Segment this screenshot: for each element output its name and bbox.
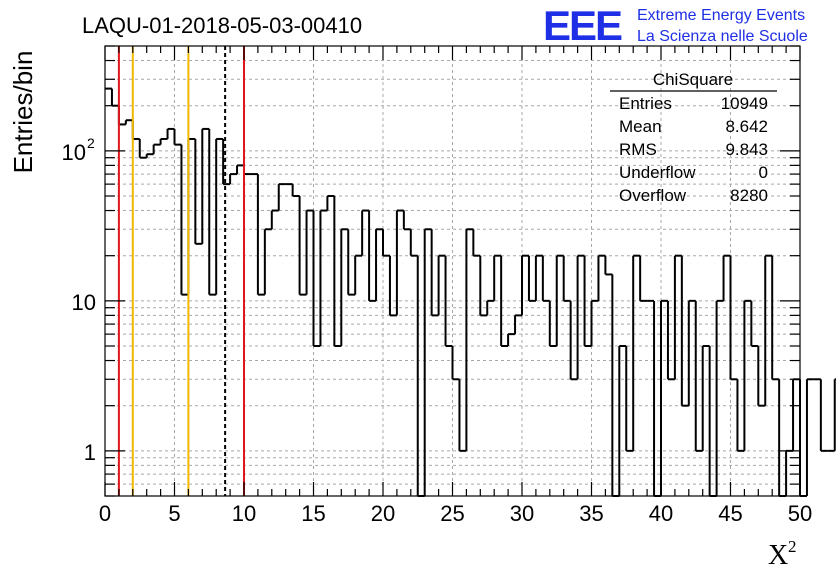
x-axis-label-superscript: 2 xyxy=(788,537,797,556)
x-tick-labels: 0 5 10 15 20 25 30 35 40 45 50 xyxy=(99,501,812,526)
x-tick-label-25: 25 xyxy=(440,501,464,526)
stats-label-overflow: Overflow xyxy=(619,186,687,205)
brand-line-1: Extreme Energy Events xyxy=(637,7,805,24)
grid-lines xyxy=(105,46,800,496)
threshold-lines xyxy=(117,46,245,496)
eee-logo: EEE xyxy=(543,2,622,49)
x-tick-label-15: 15 xyxy=(301,501,325,526)
x-tick-label-30: 30 xyxy=(510,501,534,526)
stats-value-mean: 8.642 xyxy=(725,117,768,136)
stats-box-title: ChiSquare xyxy=(653,70,733,89)
x-tick-label-50: 50 xyxy=(788,501,812,526)
y-tick-label-10: 10 xyxy=(72,290,96,315)
y-axis-label: Entries/bin xyxy=(8,51,38,174)
brand-line-2: La Scienza nelle Scuole xyxy=(637,28,808,45)
axis-ticks xyxy=(104,45,801,497)
x-tick-label-45: 45 xyxy=(718,501,742,526)
y-tick-1: 1 xyxy=(84,440,96,465)
histogram-bars xyxy=(105,87,836,497)
x-tick-label-20: 20 xyxy=(371,501,395,526)
stats-value-overflow: 8280 xyxy=(730,186,768,205)
y-tick-10: 10 xyxy=(72,290,96,315)
stats-value-rms: 9.843 xyxy=(725,140,768,159)
stats-label-mean: Mean xyxy=(619,117,662,136)
y-tick-label-100: 10 2 xyxy=(62,135,95,165)
x-tick-label-40: 40 xyxy=(649,501,673,526)
stats-label-underflow: Underflow xyxy=(619,163,696,182)
stats-value-underflow: 0 xyxy=(759,163,768,182)
x-tick-label-35: 35 xyxy=(579,501,603,526)
y-tick-100-base: 10 xyxy=(62,140,86,165)
y-tick-label-1: 1 xyxy=(84,440,96,465)
chart-title: LAQU-01-2018-05-03-00410 xyxy=(82,13,362,38)
stats-label-entries: Entries xyxy=(619,94,672,113)
stats-value-entries: 10949 xyxy=(721,94,768,113)
x-axis-label: X 2 xyxy=(768,537,797,571)
stats-box: ChiSquare Entries 10949 Mean 8.642 RMS 9… xyxy=(610,70,777,205)
x-tick-label-0: 0 xyxy=(99,501,111,526)
x-axis-label-base: X xyxy=(768,540,788,571)
x-tick-label-10: 10 xyxy=(232,501,256,526)
y-tick-100-exponent: 2 xyxy=(87,135,95,151)
stats-label-rms: RMS xyxy=(619,140,657,159)
x-tick-label-5: 5 xyxy=(168,501,180,526)
